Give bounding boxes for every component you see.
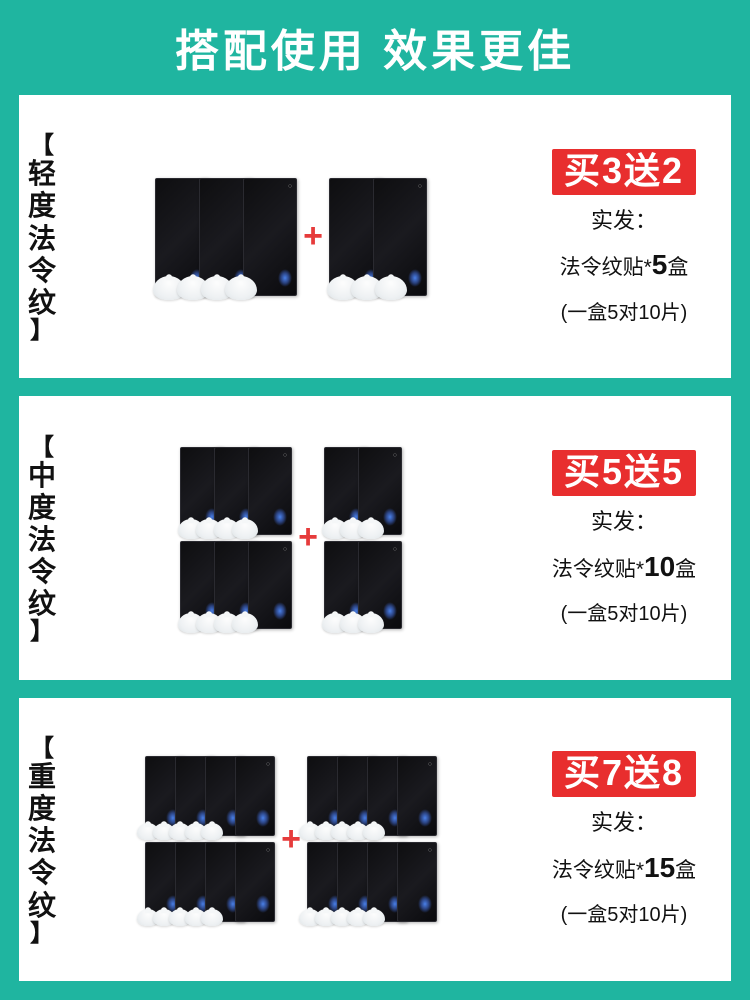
panel-light: 【 轻 度 法 令 纹 】 + 买3送2 实发： 法令纹贴*5盒 (一盒5对10… [15,91,735,382]
info-block: 买3送2 实发： 法令纹贴*5盒 (一盒5对10片) [521,103,723,370]
product-group-left [145,756,275,922]
panels-wrapper: 【 轻 度 法 令 纹 】 + 买3送2 实发： 法令纹贴*5盒 (一盒5对10… [15,91,735,985]
shifa-label: 实发： [591,809,657,838]
patch-overlay [153,276,257,300]
perbox-note: (一盒5对10片) [561,296,688,325]
mask-patch [201,823,223,840]
box-row [145,756,275,836]
product-area: + [61,706,521,973]
product-group-left [155,178,297,296]
mask-patch [232,613,258,633]
product-group-right [329,178,427,296]
box-row [329,178,427,296]
box-row [324,541,402,629]
patch-overlay [322,519,384,539]
panel-medium: 【 中 度 法 令 纹 】 + 买5送5 实发： 法令纹贴*10盒 (一盒5对1… [15,392,735,683]
mask-patch [363,823,385,840]
mask-patch [358,519,384,539]
panel-label: 【 轻 度 法 令 纹 】 [23,103,61,370]
box-row [180,447,292,535]
panel-label: 【 重 度 法 令 纹 】 [23,706,61,973]
panel-label: 【 中 度 法 令 纹 】 [23,404,61,671]
mask-patch [358,613,384,633]
box-row [180,541,292,629]
page-container: 搭配使用 效果更佳 【 轻 度 法 令 纹 】 + 买3送2 实发： [0,0,750,1000]
plus-icon: + [301,217,325,256]
promo-badge: 买3送2 [552,149,696,195]
perbox-note: (一盒5对10片) [561,898,688,927]
mask-patch [363,909,385,926]
patch-overlay [322,613,384,633]
patch-overlay [327,276,407,300]
plus-icon: + [279,820,303,859]
box-row [307,756,437,836]
patch-overlay [143,909,223,926]
mask-patch [201,909,223,926]
product-box [235,756,275,836]
product-group-left [180,447,292,629]
box-row [145,842,275,922]
plus-icon: + [296,518,320,557]
header: 搭配使用 效果更佳 [15,0,735,91]
box-row [324,447,402,535]
product-box [235,842,275,922]
patch-overlay [143,823,223,840]
perbox-note: (一盒5对10片) [561,597,688,626]
mask-patch [232,519,258,539]
panel-heavy: 【 重 度 法 令 纹 】 + 买7送8 实发： 法令纹贴*15盒 (一盒5对1… [15,694,735,985]
header-title: 搭配使用 效果更佳 [15,15,735,79]
mask-patch [225,276,257,300]
product-group-right [324,447,402,629]
patch-overlay [305,823,385,840]
shifa-label: 实发： [591,508,657,537]
detail-line: 法令纹贴*15盒 [552,850,696,886]
patch-overlay [178,519,258,539]
product-area: + [61,404,521,671]
promo-badge: 买5送5 [552,450,696,496]
shifa-label: 实发： [591,207,657,236]
patch-overlay [305,909,385,926]
patch-overlay [178,613,258,633]
detail-line: 法令纹贴*10盒 [552,549,696,585]
product-area: + [61,103,521,370]
box-row [155,178,297,296]
detail-line: 法令纹贴*5盒 [560,247,689,283]
product-group-right [307,756,437,922]
box-row [307,842,437,922]
info-block: 买7送8 实发： 法令纹贴*15盒 (一盒5对10片) [521,706,723,973]
info-block: 买5送5 实发： 法令纹贴*10盒 (一盒5对10片) [521,404,723,671]
mask-patch [375,276,407,300]
product-box [397,842,437,922]
promo-badge: 买7送8 [552,751,696,797]
product-box [397,756,437,836]
